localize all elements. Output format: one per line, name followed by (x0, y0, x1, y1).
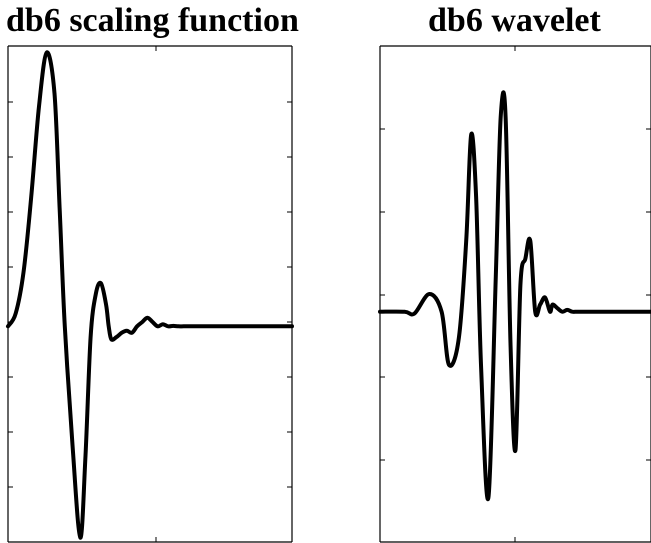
scaling-chart-title: db6 scaling function (6, 2, 299, 39)
scaling-curve-line (6, 50, 294, 540)
wavelet-curve-line (378, 90, 651, 502)
wavelet-chart-title: db6 wavelet (428, 2, 601, 39)
